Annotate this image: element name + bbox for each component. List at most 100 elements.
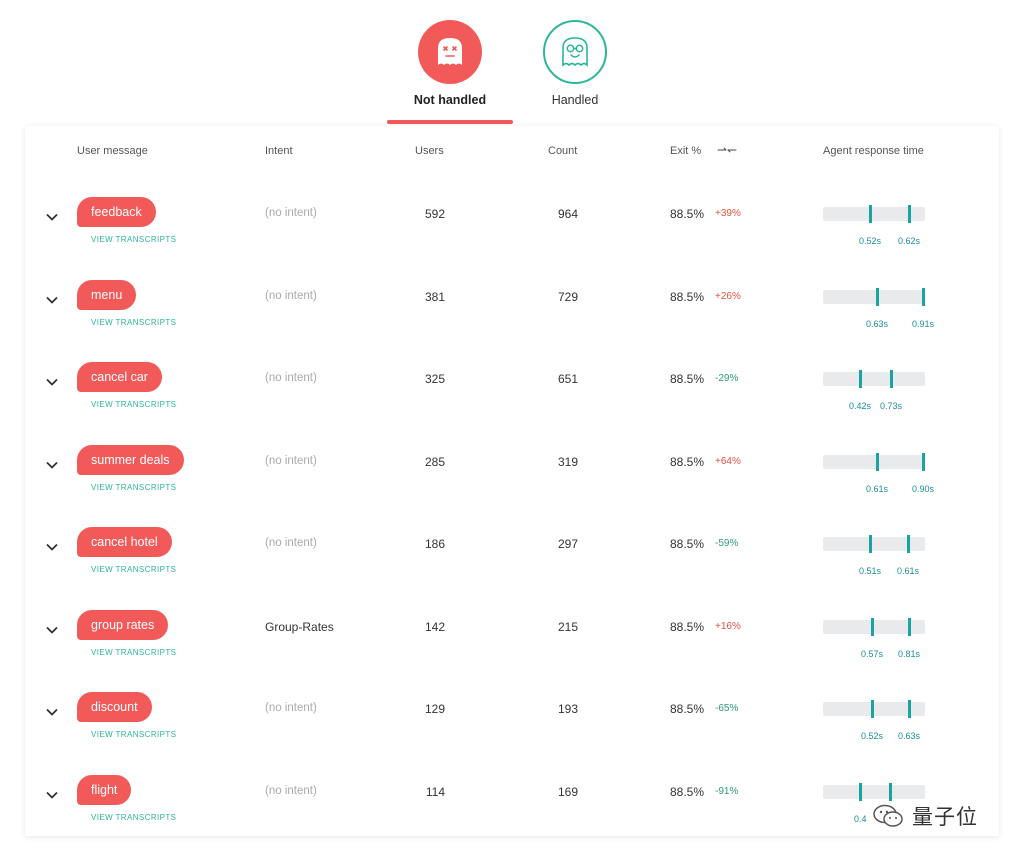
response-time-label: 0.63s [866,319,889,329]
tab-not-handled[interactable]: Not handled [387,20,513,107]
chevron-down-icon[interactable] [44,209,60,225]
count-cell: 215 [557,620,578,634]
sort-icon[interactable]: ⇀↽ [717,143,738,157]
response-time-bar: 0.42s 0.73s [823,370,925,411]
response-time-marker [876,453,879,471]
response-time-label: 0.57s [861,649,884,659]
column-header-user-message: User message [77,145,148,157]
user-message-chip[interactable]: cancel car [77,362,162,392]
response-time-marker [871,618,874,636]
user-message-chip[interactable]: group rates [77,610,169,640]
exit-cell: 88.5% [670,207,705,221]
view-transcripts-link[interactable]: VIEW TRANSCRIPTS [91,813,177,822]
active-tab-indicator [387,120,513,124]
chevron-down-icon[interactable] [44,374,60,390]
users-cell: 592 [424,207,445,221]
watermark-text: 量子位 [912,805,978,829]
exit-change: +26% [715,291,741,302]
column-header-agent-response-time: Agent response time [823,145,924,157]
intent-cell: (no intent) [265,702,317,714]
count-cell: 169 [557,785,578,799]
exit-cell: 88.5% [670,702,705,716]
response-time-label: 0.81s [898,649,921,659]
exit-cell: 88.5% [670,620,705,634]
response-time-marker [890,370,893,388]
column-header-count: Count [548,145,578,157]
view-transcripts-link[interactable]: VIEW TRANSCRIPTS [91,483,177,492]
response-time-label: 0.62s [898,236,921,246]
response-time-marker [859,783,862,801]
user-message-chip[interactable]: feedback [77,197,156,227]
column-header-users: Users [415,145,444,157]
view-transcripts-link[interactable]: VIEW TRANSCRIPTS [91,318,177,327]
user-message-chip[interactable]: flight [77,775,132,805]
response-time-label: 0.51s [859,566,882,576]
exit-change: -59% [715,538,739,549]
intent-cell: Group-Rates [265,620,334,634]
response-time-marker [859,370,862,388]
exit-change: -29% [715,373,739,384]
view-transcripts-link[interactable]: VIEW TRANSCRIPTS [91,648,177,657]
users-cell: 285 [424,455,445,469]
tab-not-handled-label: Not handled [413,93,487,107]
sad-bot-icon [418,20,482,84]
users-cell: 129 [424,702,445,716]
count-cell: 729 [557,290,578,304]
users-cell: 186 [424,537,445,551]
response-time-label: 0.61s [897,566,920,576]
response-time-marker [871,700,874,718]
tab-handled-label: Handled [551,93,599,107]
user-message-chip[interactable]: summer deals [77,445,184,475]
response-time-label: 0.42s [849,401,872,411]
chevron-down-icon[interactable] [44,787,60,803]
tab-handled[interactable]: Handled [512,20,638,107]
status-tabs: Not handled Handled [0,0,1024,126]
table-row: summer deals VIEW TRANSCRIPTS (no intent… [25,445,999,527]
response-time-marker [908,205,911,223]
count-cell: 319 [557,455,578,469]
response-time-marker [922,453,925,471]
exit-cell: 88.5% [670,785,705,799]
response-time-marker [876,288,879,306]
chat-bubbles-icon [873,804,903,827]
watermark: 量子位 [872,800,997,832]
user-message-chip[interactable]: menu [77,280,137,310]
response-time-label: 0.91s [912,319,935,329]
happy-bot-icon [543,20,607,84]
exit-change: -91% [715,786,739,797]
intent-cell: (no intent) [265,455,317,467]
view-transcripts-link[interactable]: VIEW TRANSCRIPTS [91,235,177,244]
exit-cell: 88.5% [670,372,705,386]
table-row: feedback VIEW TRANSCRIPTS (no intent) 59… [25,197,999,279]
users-cell: 142 [424,620,445,634]
user-message-chip[interactable]: cancel hotel [77,527,172,557]
users-cell: 325 [424,372,445,386]
table-row: discount VIEW TRANSCRIPTS (no intent) 12… [25,692,999,774]
chevron-down-icon[interactable] [44,292,60,308]
chevron-down-icon[interactable] [44,457,60,473]
response-time-bar: 0.52s 0.62s [823,205,925,246]
response-time-bar: 0.51s 0.61s [823,535,925,576]
intent-cell: (no intent) [265,207,317,219]
response-time-label: 0.52s [861,731,884,741]
exit-change: +39% [715,208,741,219]
response-time-label: 0.61s [866,484,889,494]
response-time-bar: 0.57s 0.81s [823,618,925,659]
response-time-marker [908,700,911,718]
user-message-chip[interactable]: discount [77,692,152,722]
view-transcripts-link[interactable]: VIEW TRANSCRIPTS [91,565,177,574]
view-transcripts-link[interactable]: VIEW TRANSCRIPTS [91,730,177,739]
exit-cell: 88.5% [670,290,705,304]
count-cell: 964 [557,207,578,221]
view-transcripts-link[interactable]: VIEW TRANSCRIPTS [91,400,177,409]
response-time-marker [922,288,925,306]
chevron-down-icon[interactable] [44,704,60,720]
response-time-bar: 0.61s 0.90s [823,453,934,494]
chevron-down-icon[interactable] [44,539,60,555]
table-row: flight VIEW TRANSCRIPTS (no intent) 114 … [25,775,999,857]
response-time-marker [908,618,911,636]
response-time-marker [869,205,872,223]
column-header-exit: Exit % [670,145,702,157]
count-cell: 193 [557,702,578,716]
chevron-down-icon[interactable] [44,622,60,638]
